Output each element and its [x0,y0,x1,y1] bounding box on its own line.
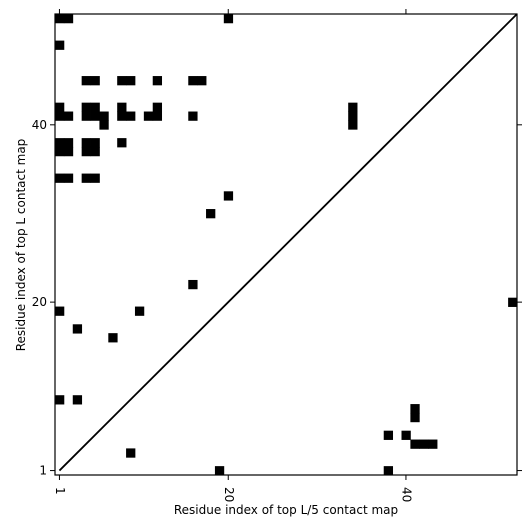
contact-cell-lower-2 [72,395,83,405]
contact-cell-upper-48 [108,333,118,343]
contact-cell-upper-15 [55,111,65,121]
contact-cell-upper-14 [152,102,163,112]
contact-cell-upper-17 [81,111,91,121]
y-tick-label: 20 [32,295,47,309]
contact-cell-upper-3 [81,76,91,86]
contact-cell-upper-0 [55,14,65,24]
contact-cell-upper-38 [55,173,65,183]
contact-cell-lower-10 [126,448,136,458]
y-tick-label: 40 [32,118,47,132]
contact-cell-upper-21 [126,111,136,121]
contact-cell-upper-12 [90,102,100,112]
contact-cell-lower-11 [214,466,225,476]
contact-cell-upper-1 [63,14,74,24]
contact-cell-upper-29 [55,138,65,148]
contact-cell-lower-9 [428,439,438,449]
contact-cell-upper-47 [72,324,83,334]
contact-cell-upper-49 [223,14,234,24]
contact-cell-upper-28 [348,120,358,130]
contact-cell-upper-42 [223,191,234,201]
contact-cell-lower-5 [401,430,411,440]
contact-cell-upper-24 [188,111,198,121]
contact-cell-upper-23 [152,111,163,121]
contact-cell-upper-37 [90,146,100,157]
contact-cell-upper-8 [188,76,198,86]
contacts-layer [55,14,518,476]
contact-cell-upper-30 [63,138,74,148]
x-tick-label: 1 [53,487,67,495]
contact-cell-upper-19 [99,111,109,121]
contact-cell-lower-12 [383,466,394,476]
contact-cell-upper-36 [81,146,91,157]
contact-cell-upper-43 [206,209,216,219]
contact-cell-upper-27 [348,111,358,121]
x-tick-label: 40 [399,487,413,502]
contact-cell-upper-35 [63,146,74,157]
contact-cell-upper-2 [55,40,65,50]
contact-cell-upper-25 [99,120,109,130]
contact-cell-upper-22 [143,111,154,121]
contact-cell-upper-7 [152,76,163,86]
contact-cell-upper-39 [63,173,74,183]
contact-cell-upper-46 [134,306,145,316]
contact-cell-upper-10 [55,102,65,112]
contact-cell-lower-8 [419,439,429,449]
contact-cell-upper-33 [117,138,127,148]
contact-cell-lower-1 [55,395,65,405]
contact-cell-lower-6 [383,430,394,440]
contact-cell-upper-26 [348,102,358,112]
contact-cell-upper-32 [90,138,100,148]
contact-cell-upper-44 [188,279,198,290]
x-axis-label: Residue index of top L/5 contact map [174,503,398,517]
contact-cell-upper-9 [197,76,207,86]
contact-cell-upper-11 [81,102,91,112]
y-tick-label: 1 [39,464,47,478]
contact-cell-upper-45 [55,306,65,316]
diagonal-line [58,13,518,472]
contact-cell-lower-3 [410,404,420,414]
contact-cell-upper-40 [81,173,91,183]
plot-frame [54,13,518,476]
x-tick-label: 20 [222,487,236,502]
contact-cell-upper-18 [90,111,100,121]
y-axis-label: Residue index of top L contact map [14,139,28,352]
contact-cell-lower-0 [508,297,518,307]
contact-cell-upper-5 [117,76,127,86]
contact-cell-lower-7 [410,439,420,449]
ticks-layer: 1 20 40 1 20 40 [32,9,522,502]
contact-cell-lower-4 [410,412,420,423]
contact-cell-upper-16 [63,111,74,121]
contact-cell-upper-41 [90,173,100,183]
contact-cell-upper-20 [117,111,127,121]
contact-cell-upper-13 [117,102,127,112]
contact-cell-upper-34 [55,146,65,157]
contact-cell-upper-4 [90,76,100,86]
contact-cell-upper-6 [126,76,136,86]
contact-cell-upper-31 [81,138,91,148]
